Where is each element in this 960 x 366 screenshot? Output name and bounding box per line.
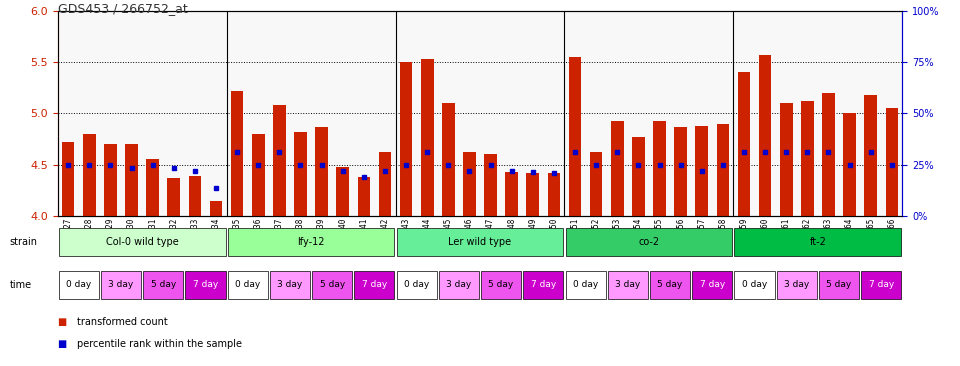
Bar	[653, 121, 666, 216]
FancyBboxPatch shape	[777, 270, 817, 299]
Bar	[822, 93, 835, 216]
FancyBboxPatch shape	[523, 270, 564, 299]
Bar	[801, 101, 814, 216]
Bar	[83, 134, 96, 216]
Bar	[146, 158, 159, 216]
FancyBboxPatch shape	[608, 270, 648, 299]
Bar	[864, 95, 877, 216]
Text: 7 day: 7 day	[193, 280, 218, 289]
Text: 0 day: 0 day	[742, 280, 767, 289]
FancyBboxPatch shape	[354, 270, 395, 299]
Bar	[104, 144, 117, 216]
FancyBboxPatch shape	[228, 228, 395, 257]
Bar	[252, 134, 265, 216]
Bar	[737, 72, 751, 216]
Bar	[442, 103, 455, 216]
FancyBboxPatch shape	[819, 270, 859, 299]
Bar	[568, 57, 582, 216]
FancyBboxPatch shape	[734, 270, 775, 299]
FancyBboxPatch shape	[650, 270, 690, 299]
Bar	[420, 59, 434, 216]
Text: 5 day: 5 day	[489, 280, 514, 289]
FancyBboxPatch shape	[692, 270, 732, 299]
FancyBboxPatch shape	[565, 270, 606, 299]
Text: 7 day: 7 day	[869, 280, 894, 289]
Bar	[399, 62, 413, 216]
Text: time: time	[10, 280, 32, 290]
FancyBboxPatch shape	[861, 270, 901, 299]
Bar	[167, 178, 180, 216]
FancyBboxPatch shape	[101, 270, 141, 299]
Text: Ler wild type: Ler wild type	[448, 238, 512, 247]
Text: strain: strain	[10, 238, 37, 247]
Text: ■: ■	[58, 317, 67, 327]
Bar	[885, 108, 899, 216]
Bar	[695, 126, 708, 216]
FancyBboxPatch shape	[481, 270, 521, 299]
Text: transformed count: transformed count	[77, 317, 168, 327]
Bar	[758, 55, 772, 216]
Bar	[611, 121, 624, 216]
FancyBboxPatch shape	[312, 270, 352, 299]
Text: 3 day: 3 day	[446, 280, 471, 289]
Text: ft-2: ft-2	[809, 238, 827, 247]
Text: 5 day: 5 day	[658, 280, 683, 289]
Text: lfy-12: lfy-12	[298, 238, 324, 247]
FancyBboxPatch shape	[396, 270, 437, 299]
Text: 7 day: 7 day	[362, 280, 387, 289]
Bar	[843, 113, 856, 216]
Bar	[547, 173, 561, 216]
Text: 7 day: 7 day	[700, 280, 725, 289]
Bar	[589, 152, 603, 216]
Bar	[674, 127, 687, 216]
FancyBboxPatch shape	[396, 228, 564, 257]
Text: GDS453 / 266752_at: GDS453 / 266752_at	[58, 2, 187, 15]
Bar	[378, 152, 392, 216]
Bar	[463, 152, 476, 216]
Text: Col-0 wild type: Col-0 wild type	[106, 238, 179, 247]
Bar	[526, 173, 540, 216]
Bar	[294, 132, 307, 216]
Text: 5 day: 5 day	[827, 280, 852, 289]
Bar	[125, 144, 138, 216]
Text: co-2: co-2	[638, 238, 660, 247]
Bar	[780, 103, 793, 216]
FancyBboxPatch shape	[270, 270, 310, 299]
FancyBboxPatch shape	[59, 270, 99, 299]
Bar	[357, 177, 371, 216]
Bar	[209, 201, 223, 216]
Bar	[273, 105, 286, 216]
Text: 5 day: 5 day	[320, 280, 345, 289]
Text: 7 day: 7 day	[531, 280, 556, 289]
Bar	[61, 142, 75, 216]
Text: 0 day: 0 day	[404, 280, 429, 289]
Bar	[230, 91, 244, 216]
Text: 3 day: 3 day	[784, 280, 809, 289]
Bar	[188, 176, 202, 216]
Bar	[484, 154, 497, 216]
FancyBboxPatch shape	[565, 228, 732, 257]
FancyBboxPatch shape	[439, 270, 479, 299]
Text: 0 day: 0 day	[235, 280, 260, 289]
Bar	[336, 167, 349, 216]
FancyBboxPatch shape	[143, 270, 183, 299]
Text: 3 day: 3 day	[108, 280, 133, 289]
Bar	[716, 124, 730, 216]
Bar	[315, 127, 328, 216]
FancyBboxPatch shape	[228, 270, 268, 299]
Text: 0 day: 0 day	[66, 280, 91, 289]
FancyBboxPatch shape	[59, 228, 226, 257]
Text: 3 day: 3 day	[277, 280, 302, 289]
Text: 0 day: 0 day	[573, 280, 598, 289]
Bar	[505, 172, 518, 216]
Text: ■: ■	[58, 339, 67, 349]
Bar	[632, 137, 645, 216]
Text: 3 day: 3 day	[615, 280, 640, 289]
FancyBboxPatch shape	[734, 228, 901, 257]
Text: 5 day: 5 day	[151, 280, 176, 289]
FancyBboxPatch shape	[185, 270, 226, 299]
Text: percentile rank within the sample: percentile rank within the sample	[77, 339, 242, 349]
